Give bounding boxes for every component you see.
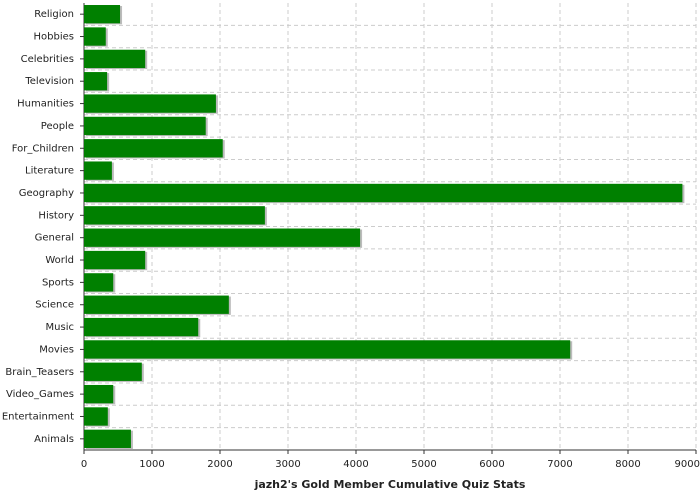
y-tick-label: Hobbies: [34, 32, 74, 43]
bar: [84, 250, 146, 270]
x-axis-title: jazh2's Gold Member Cumulative Quiz Stat…: [254, 478, 526, 491]
bar: [84, 5, 121, 24]
y-tick-label: Literature: [25, 166, 74, 177]
x-tick-label: 6000: [479, 459, 504, 470]
bar: [84, 161, 112, 180]
y-tick-label: Humanities: [17, 99, 74, 110]
x-tick-label: 7000: [547, 459, 572, 470]
bar: [84, 384, 114, 404]
bar: [84, 139, 223, 158]
bar: [84, 183, 683, 203]
bar: [84, 27, 106, 46]
bar: [84, 317, 199, 337]
bar: [84, 206, 265, 225]
bar: [84, 116, 206, 136]
bar: [84, 228, 361, 247]
y-tick-label: People: [41, 121, 74, 132]
y-tick-label: Brain_Teasers: [5, 367, 74, 378]
x-tick-label: 5000: [411, 459, 436, 470]
y-tick-label: Television: [24, 76, 74, 87]
x-tick-label: 2000: [207, 459, 232, 470]
bar: [84, 49, 146, 69]
y-tick-label: Religion: [34, 9, 74, 20]
bar: [84, 340, 571, 359]
y-tick-label: Sports: [42, 277, 74, 288]
y-tick-label: Animals: [34, 434, 74, 445]
bar: [84, 72, 108, 91]
y-tick-label: Entertainment: [2, 411, 74, 422]
bar: [84, 273, 114, 292]
y-tick-label: Movies: [39, 344, 74, 355]
y-tick-label: Music: [46, 322, 74, 333]
bar: [84, 295, 229, 314]
y-tick-label: General: [35, 233, 74, 244]
y-tick-label: Video_Games: [6, 389, 74, 400]
bar: [84, 429, 131, 448]
bar: [84, 94, 216, 113]
y-tick-label: Geography: [19, 188, 74, 199]
x-tick-label: 0: [81, 459, 87, 470]
x-tick-label: 3000: [275, 459, 300, 470]
y-tick-label: Celebrities: [21, 54, 74, 65]
x-tick-label: 4000: [343, 459, 368, 470]
x-tick-label: 9000: [675, 459, 700, 470]
bar: [84, 407, 108, 426]
x-tick-label: 8000: [615, 459, 640, 470]
y-tick-label: Science: [35, 300, 74, 311]
x-tick-label: 1000: [139, 459, 164, 470]
y-tick-label: For_Children: [12, 143, 74, 154]
bar: [84, 362, 142, 381]
y-tick-label: World: [45, 255, 74, 266]
y-tick-label: History: [38, 210, 74, 221]
